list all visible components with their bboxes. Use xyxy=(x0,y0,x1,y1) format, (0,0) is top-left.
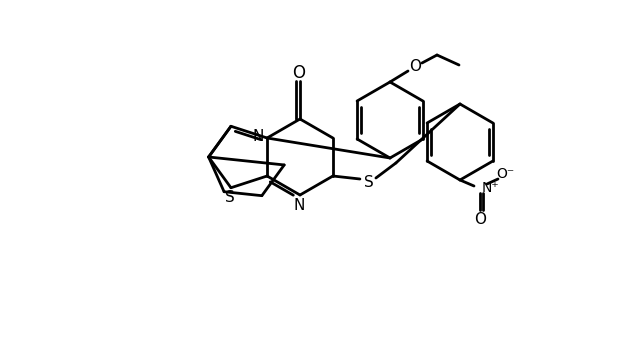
Text: O: O xyxy=(474,211,486,226)
Text: O: O xyxy=(292,64,305,82)
Text: N⁺: N⁺ xyxy=(482,181,500,195)
Text: O: O xyxy=(409,59,421,74)
Text: O⁻: O⁻ xyxy=(496,167,514,181)
Text: S: S xyxy=(364,175,374,190)
Text: N: N xyxy=(252,129,264,144)
Text: S: S xyxy=(225,190,235,205)
Text: N: N xyxy=(293,197,305,212)
